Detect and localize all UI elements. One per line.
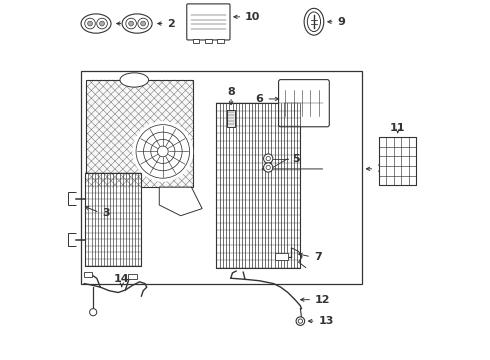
Text: 6: 6 <box>256 94 264 104</box>
Bar <box>81 71 362 284</box>
Bar <box>205 39 212 43</box>
Circle shape <box>141 21 146 26</box>
Circle shape <box>138 18 148 29</box>
Polygon shape <box>159 187 202 216</box>
Text: 14: 14 <box>114 274 129 284</box>
Text: 3: 3 <box>102 207 110 217</box>
Text: 13: 13 <box>318 316 334 326</box>
Text: 4: 4 <box>126 18 134 28</box>
Circle shape <box>266 165 270 170</box>
Text: 8: 8 <box>227 87 235 98</box>
Ellipse shape <box>307 12 320 32</box>
Ellipse shape <box>122 14 152 33</box>
Bar <box>217 103 300 267</box>
Text: 10: 10 <box>245 12 260 22</box>
Ellipse shape <box>304 8 324 35</box>
Ellipse shape <box>81 14 111 33</box>
Circle shape <box>129 21 134 26</box>
Circle shape <box>126 18 136 29</box>
Circle shape <box>264 163 273 172</box>
Bar <box>193 39 199 43</box>
Bar <box>83 272 92 277</box>
Polygon shape <box>86 80 193 187</box>
Bar <box>379 137 416 185</box>
Circle shape <box>97 18 107 29</box>
Bar <box>85 173 142 266</box>
Circle shape <box>266 157 270 161</box>
Circle shape <box>90 309 97 316</box>
Text: 7: 7 <box>314 252 322 262</box>
Text: 9: 9 <box>337 17 345 27</box>
Circle shape <box>296 317 305 325</box>
Text: 11: 11 <box>390 123 405 133</box>
Bar <box>128 274 137 279</box>
Bar <box>275 253 288 260</box>
Ellipse shape <box>120 73 148 87</box>
FancyBboxPatch shape <box>279 80 329 127</box>
Bar <box>218 39 224 43</box>
Bar <box>227 111 235 127</box>
Circle shape <box>132 121 193 182</box>
Circle shape <box>298 319 302 323</box>
Text: 5: 5 <box>292 154 300 163</box>
Text: 2: 2 <box>167 18 175 28</box>
FancyBboxPatch shape <box>187 4 230 40</box>
Circle shape <box>264 154 273 163</box>
Text: 1: 1 <box>377 164 385 174</box>
Circle shape <box>85 18 96 29</box>
Text: 12: 12 <box>315 295 331 305</box>
Circle shape <box>88 21 93 26</box>
Circle shape <box>99 21 104 26</box>
